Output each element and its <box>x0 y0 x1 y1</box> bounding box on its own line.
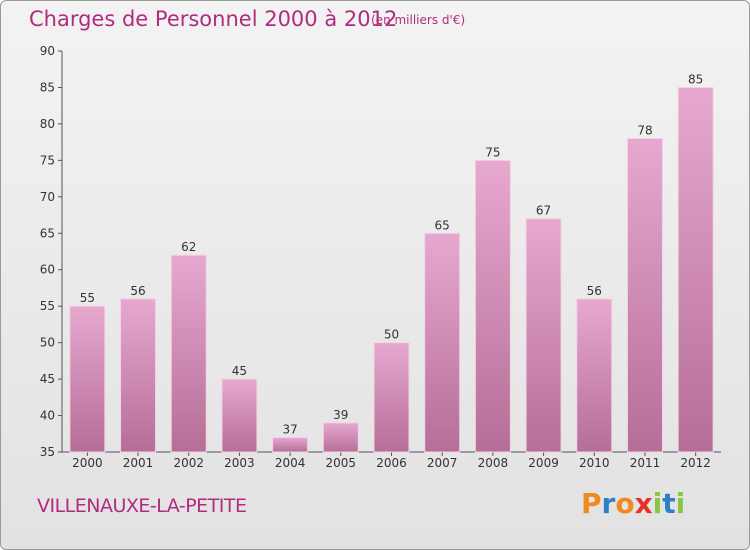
data-label: 55 <box>80 291 95 305</box>
x-tick-label: 2006 <box>376 456 407 470</box>
data-label: 75 <box>485 145 500 159</box>
bar-2005 <box>322 422 359 453</box>
bar-2010 <box>576 298 613 453</box>
y-tick-label: 55 <box>40 299 55 313</box>
y-tick-label: 45 <box>40 372 55 386</box>
bar-chart: 35 40 45 50 55 60 65 70 75 80 85 90 2000 55 2001 56 200… <box>40 44 721 470</box>
x-tick-label: 2009 <box>528 456 559 470</box>
y-tick-label: 90 <box>40 44 55 58</box>
y-tick-label: 35 <box>40 445 55 459</box>
x-tick-label: 2003 <box>224 456 255 470</box>
x-tick-label: 2008 <box>478 456 509 470</box>
logo-letter: i <box>652 487 663 520</box>
y-tick-label: 75 <box>40 153 55 167</box>
logo-letter: i <box>675 487 686 520</box>
bar-2003 <box>221 378 258 453</box>
logo-letter: o <box>615 487 635 520</box>
bar-2011 <box>626 137 663 453</box>
bar-2002 <box>170 254 207 453</box>
x-tick-label: 2011 <box>630 456 661 470</box>
y-tick-label: 65 <box>40 226 55 240</box>
bar-2012 <box>677 86 714 453</box>
y-tick-label: 50 <box>40 336 55 350</box>
bar-2007 <box>424 232 461 453</box>
data-label: 37 <box>282 422 297 436</box>
data-label: 50 <box>384 328 399 342</box>
data-label: 78 <box>637 123 652 137</box>
data-label: 65 <box>435 218 450 232</box>
bar-2004 <box>272 436 309 453</box>
logo-letter: r <box>601 487 616 520</box>
logo-letter: P <box>581 487 602 520</box>
bar-2000 <box>69 305 106 453</box>
data-label: 45 <box>232 364 247 378</box>
commune-name: VILLENAUXE-LA-PETITE <box>37 495 247 517</box>
y-tick-label: 60 <box>40 263 55 277</box>
bar-2006 <box>373 342 410 453</box>
data-label: 39 <box>333 408 348 422</box>
data-label: 56 <box>130 284 145 298</box>
x-tick-label: 2004 <box>275 456 306 470</box>
x-tick-label: 2007 <box>427 456 458 470</box>
y-tick-label: 70 <box>40 190 55 204</box>
y-tick-label: 85 <box>40 80 55 94</box>
data-label: 62 <box>181 240 196 254</box>
x-tick-label: 2000 <box>72 456 103 470</box>
bar-2009 <box>525 218 562 453</box>
x-tick-label: 2005 <box>326 456 357 470</box>
x-tick-label: 2002 <box>173 456 204 470</box>
chart-subtitle: (en milliers d'€) <box>371 13 466 27</box>
chart-title: Charges de Personnel 2000 à 2012 <box>29 7 398 31</box>
x-tick-label: 2010 <box>579 456 610 470</box>
data-label: 56 <box>587 284 602 298</box>
y-tick-label: 40 <box>40 409 55 423</box>
x-tick-label: 2001 <box>123 456 154 470</box>
y-tick-label: 80 <box>40 117 55 131</box>
proxiti-logo: Proxiti <box>581 487 685 520</box>
logo-letter: x <box>634 487 653 520</box>
data-label: 67 <box>536 204 551 218</box>
bar-2008 <box>474 159 511 453</box>
logo-letter: t <box>662 487 676 520</box>
bar-2001 <box>120 298 157 453</box>
data-label: 85 <box>688 72 703 86</box>
x-tick-label: 2012 <box>680 456 711 470</box>
